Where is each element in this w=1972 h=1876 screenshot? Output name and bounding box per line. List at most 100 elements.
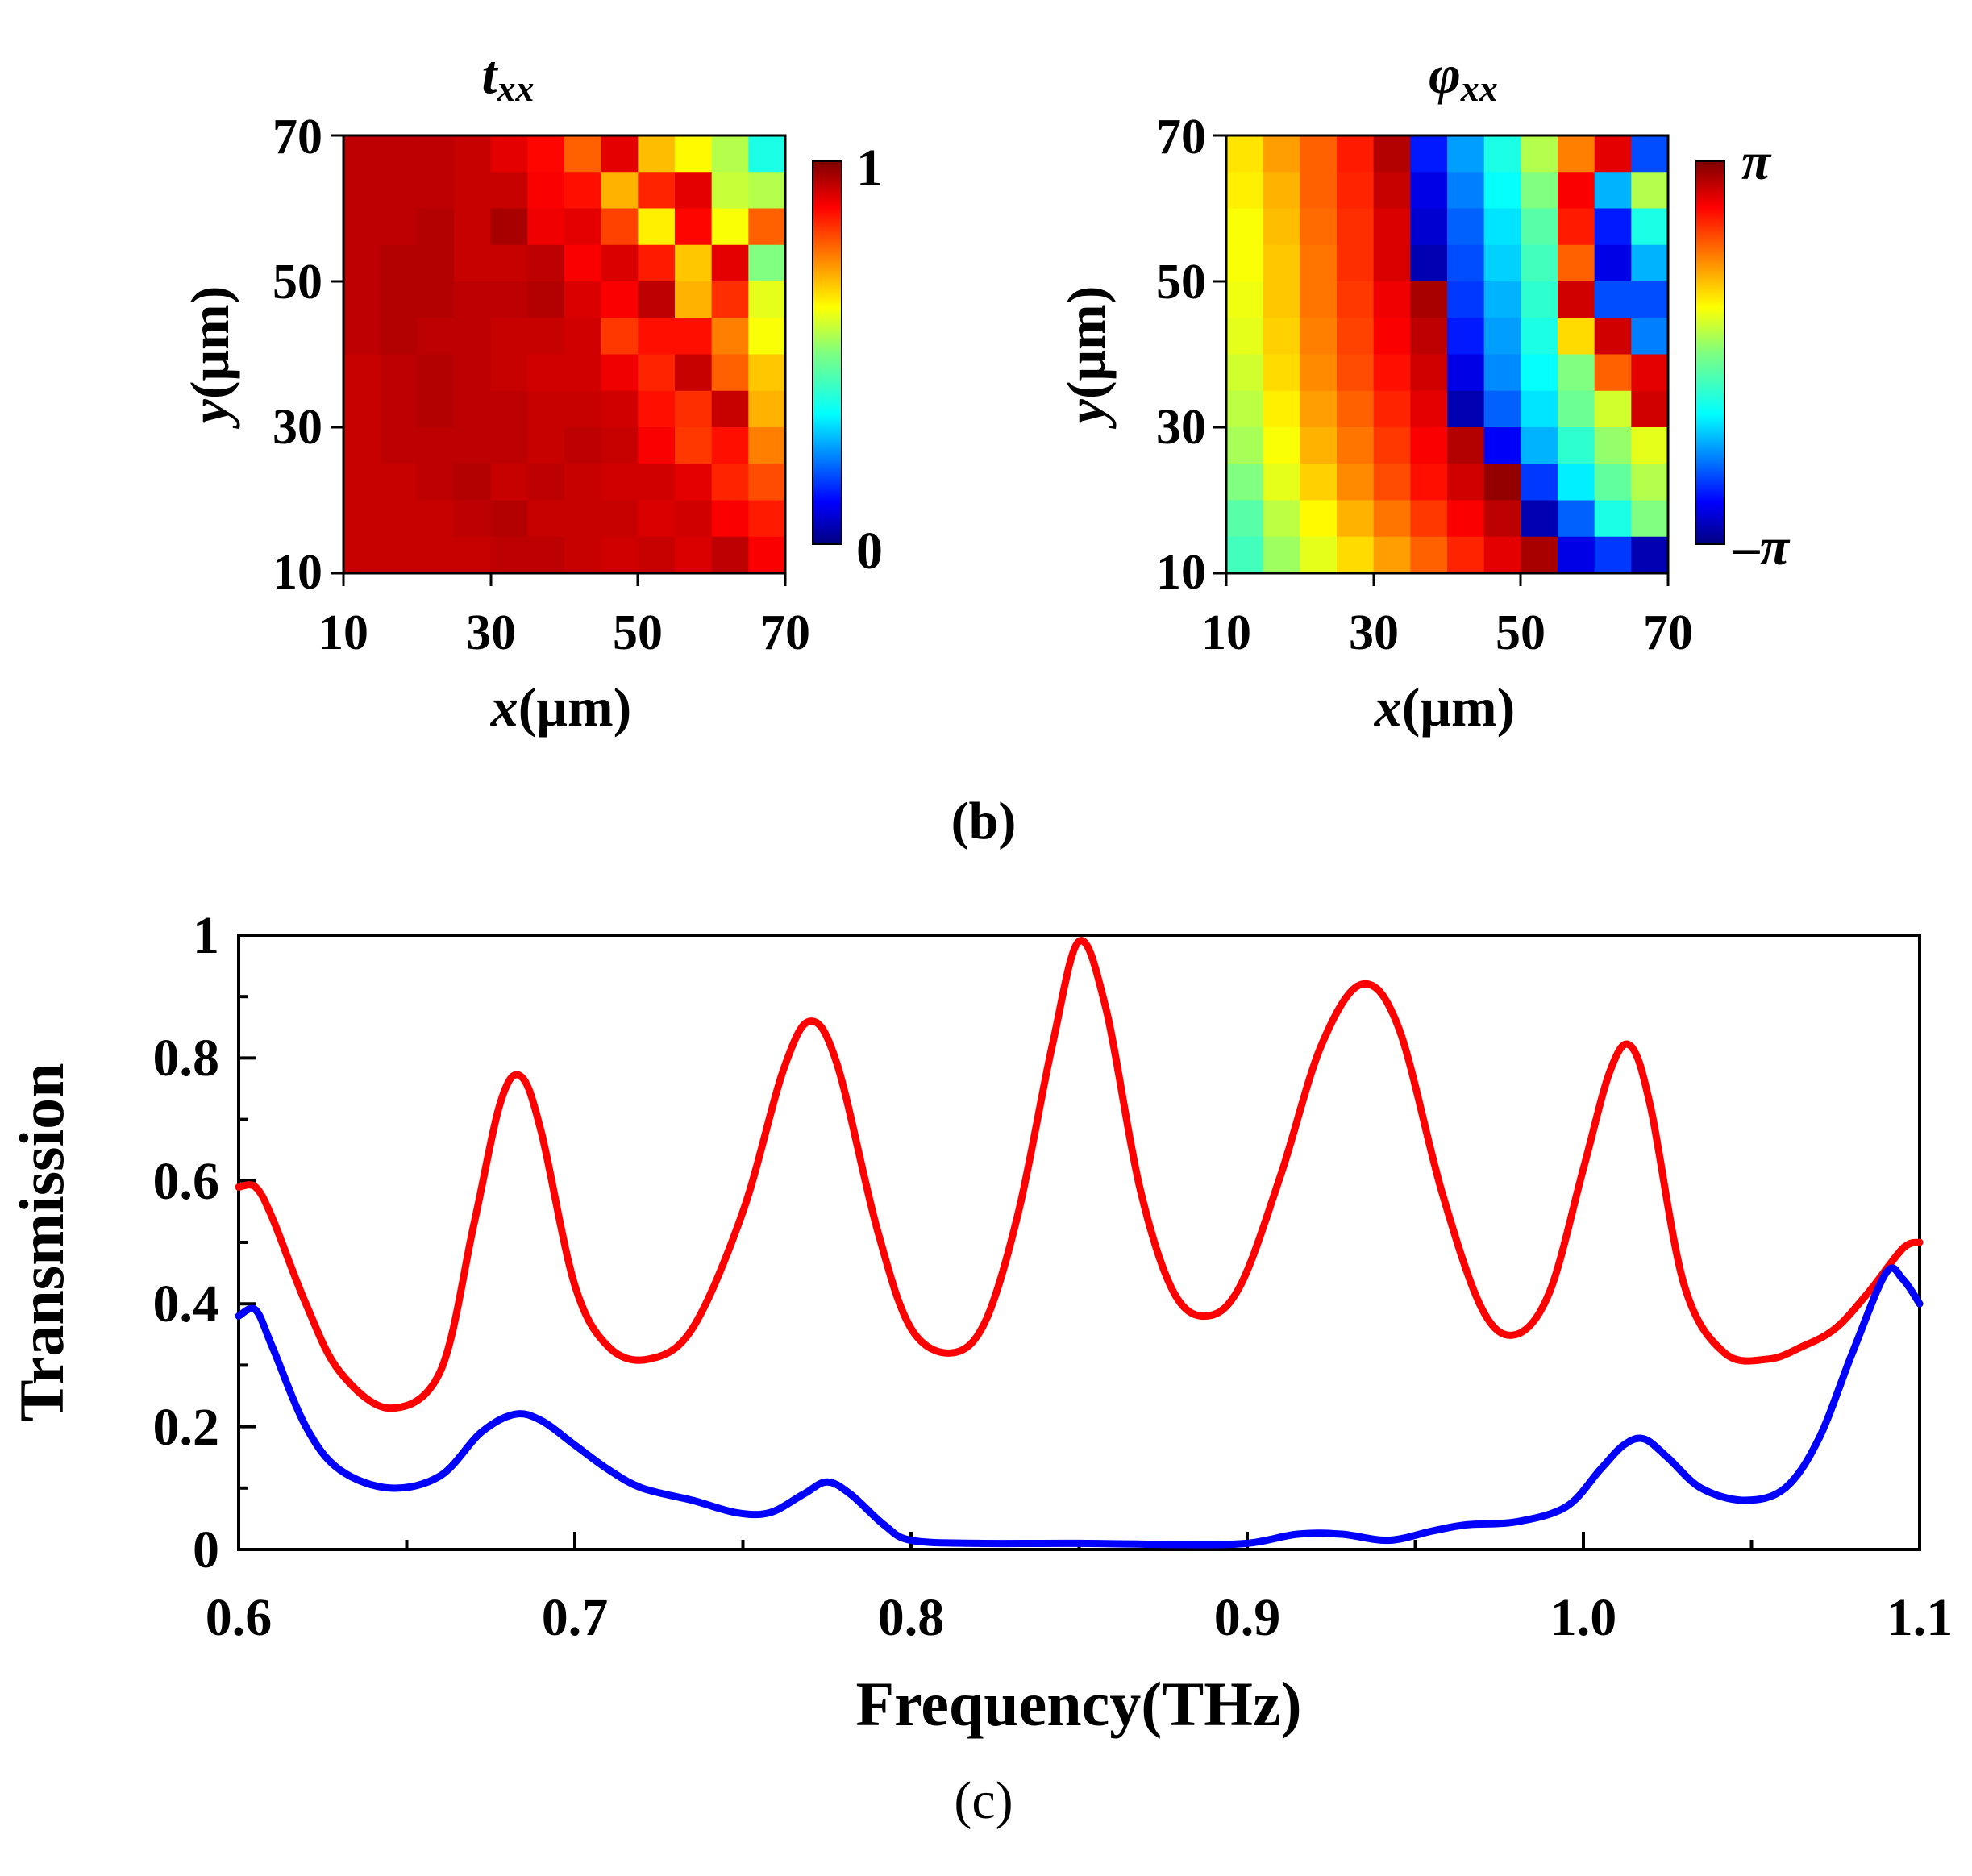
heatmap-phixx-cell-r4-c7 — [1483, 281, 1521, 318]
heatmap-phixx-cell-r10-c11 — [1631, 500, 1669, 538]
ytick-0.6: 0.6 — [153, 1152, 220, 1211]
heatmap-txx-cell-r8-c5 — [527, 427, 565, 464]
caption-b: (b) — [951, 792, 1017, 851]
line-chart-xtick-labels: 0.6 0.7 0.8 0.9 1.0 1.1 — [206, 1588, 1953, 1647]
heatmap-phixx-cell-r1-c11 — [1631, 172, 1669, 210]
heatmap-phixx-cell-r6-c10 — [1594, 354, 1632, 392]
heatmap-phixx-cell-r10-c2 — [1300, 500, 1338, 538]
ytick-0.8: 0.8 — [153, 1029, 220, 1088]
heatmap-txx-ytick-70: 70 — [273, 110, 322, 164]
heatmap-phixx-colorbar-min: –π — [1732, 518, 1791, 576]
heatmap-txx-cell-r2-c4 — [490, 208, 528, 246]
heatmap-txx-cell-r5-c10 — [711, 318, 749, 356]
heatmap-txx-cell-r3-c10 — [711, 244, 749, 282]
heatmap-txx-cell-r6-c1 — [380, 354, 418, 392]
heatmap-txx-cell-r11-c9 — [675, 536, 713, 574]
heatmap-phixx-cell-r1-c5 — [1410, 172, 1448, 210]
heatmap-phixx-cell-r7-c5 — [1410, 390, 1448, 428]
xtick-0.9: 0.9 — [1214, 1588, 1281, 1647]
heatmap-phixx-xticks: 10 30 50 70 — [1201, 573, 1693, 660]
heatmap-phixx-cell-r9-c8 — [1521, 464, 1558, 501]
heatmap-phixx-cell-r5-c4 — [1373, 318, 1411, 356]
heatmap-txx-cell-r6-c5 — [527, 354, 565, 392]
heatmap-txx-cell-r5-c0 — [343, 318, 381, 356]
heatmap-txx-cell-r5-c1 — [380, 318, 418, 356]
heatmap-txx-cell-r3-c8 — [638, 244, 676, 282]
heatmap-phixx-cell-r9-c2 — [1300, 464, 1338, 501]
heatmap-txx-ytick-50: 50 — [273, 255, 322, 310]
heatmap-txx-cell-r4-c7 — [601, 281, 639, 318]
heatmap-txx-cell-r7-c6 — [564, 390, 602, 428]
heatmap-txx-cell-r9-c6 — [564, 464, 602, 501]
heatmap-phixx-ytick-30: 30 — [1156, 400, 1206, 455]
xtick-1.0: 1.0 — [1550, 1588, 1617, 1647]
heatmap-phixx-ytick-50: 50 — [1156, 255, 1206, 310]
heatmap-txx-cell-r1-c10 — [711, 172, 749, 210]
heatmap-phixx-cell-r10-c1 — [1263, 500, 1300, 538]
heatmap-txx-cell-r10-c8 — [638, 500, 676, 538]
xtick-0.6: 0.6 — [206, 1588, 273, 1647]
heatmap-txx-colorbar-max: 1 — [856, 139, 883, 198]
heatmap-phixx-cell-r4-c1 — [1263, 281, 1300, 318]
heatmap-phixx-frame — [1225, 134, 1670, 575]
heatmap-txx-cell-r2-c9 — [675, 208, 713, 246]
heatmap-txx-cell-r1-c11 — [748, 172, 786, 210]
heatmap-txx-cell-r3-c2 — [417, 244, 455, 282]
heatmap-phixx-cell-r11-c1 — [1263, 536, 1300, 574]
heatmap-phixx-cell-r5-c3 — [1337, 318, 1375, 356]
heatmap-phixx-cell-r11-c0 — [1226, 536, 1264, 574]
heatmap-txx-cell-r11-c11 — [748, 536, 786, 574]
heatmap-txx-cell-r11-c6 — [564, 536, 602, 574]
heatmap-phixx-cell-r1-c6 — [1447, 172, 1485, 210]
heatmap-phixx-cell-r0-c3 — [1337, 135, 1375, 173]
heatmap-txx-cell-r1-c4 — [490, 172, 528, 210]
heatmap-phixx-cell-r3-c9 — [1558, 244, 1595, 282]
heatmap-phixx-cells — [1226, 135, 1669, 574]
heatmap-phixx-cell-r10-c7 — [1483, 500, 1521, 538]
heatmap-phixx-cell-r8-c11 — [1631, 427, 1669, 464]
heatmap-txx-cell-r9-c2 — [417, 464, 455, 501]
heatmap-txx-cell-r7-c10 — [711, 390, 749, 428]
series-blue-line — [235, 1264, 1924, 1549]
heatmap-txx-cell-r4-c11 — [748, 281, 786, 318]
heatmap-txx-cell-r11-c8 — [638, 536, 676, 574]
heatmap-phixx-colorbar — [1695, 160, 1725, 545]
heatmap-txx-cell-r5-c4 — [490, 318, 528, 356]
heatmap-phixx-cell-r9-c4 — [1373, 464, 1411, 501]
heatmap-phixx-cell-r0-c4 — [1373, 135, 1411, 173]
heatmap-phixx-cell-r9-c11 — [1631, 464, 1669, 501]
heatmap-phixx-cell-r8-c6 — [1447, 427, 1485, 464]
heatmap-txx-yticks: 10 30 50 70 — [273, 110, 343, 600]
heatmap-phixx-cell-r9-c7 — [1483, 464, 1521, 501]
heatmap-txx-cell-r8-c1 — [380, 427, 418, 464]
heatmap-txx-xticks: 10 30 50 70 — [318, 573, 810, 660]
heatmap-txx-cell-r6-c8 — [638, 354, 676, 392]
heatmap-phixx-cell-r11-c5 — [1410, 536, 1448, 574]
heatmap-phixx-cell-r1-c1 — [1263, 172, 1300, 210]
heatmap-phixx-cell-r11-c8 — [1521, 536, 1558, 574]
heatmap-txx-cell-r3-c11 — [748, 244, 786, 282]
heatmap-phixx-cell-r5-c7 — [1483, 318, 1521, 356]
heatmap-txx: txx 10 30 50 70 10 30 50 70 x(μm) y(μm) — [179, 44, 883, 738]
heatmap-txx-cell-r6-c0 — [343, 354, 381, 392]
heatmap-phixx-cell-r7-c3 — [1337, 390, 1375, 428]
heatmap-phixx-cell-r8-c2 — [1300, 427, 1338, 464]
heatmap-txx-ytick-30: 30 — [273, 400, 322, 455]
heatmap-phixx-cell-r8-c1 — [1263, 427, 1300, 464]
heatmap-phixx-cell-r4-c8 — [1521, 281, 1558, 318]
xtick-0.8: 0.8 — [878, 1588, 945, 1647]
heatmap-phixx-cell-r10-c3 — [1337, 500, 1375, 538]
heatmap-txx-cell-r2-c0 — [343, 208, 381, 246]
heatmap-phixx-cell-r2-c11 — [1631, 208, 1669, 246]
heatmap-txx-cell-r7-c11 — [748, 390, 786, 428]
heatmap-txx-cell-r4-c10 — [711, 281, 749, 318]
heatmap-txx-cell-r11-c3 — [454, 536, 492, 574]
heatmap-txx-cell-r10-c10 — [711, 500, 749, 538]
heatmap-txx-cell-r1-c6 — [564, 172, 602, 210]
heatmap-phixx-cell-r0-c8 — [1521, 135, 1558, 173]
heatmap-phixx-cell-r9-c3 — [1337, 464, 1375, 501]
heatmap-phixx-cell-r8-c5 — [1410, 427, 1448, 464]
heatmap-phixx-cell-r9-c1 — [1263, 464, 1300, 501]
heatmap-txx-cell-r10-c3 — [454, 500, 492, 538]
